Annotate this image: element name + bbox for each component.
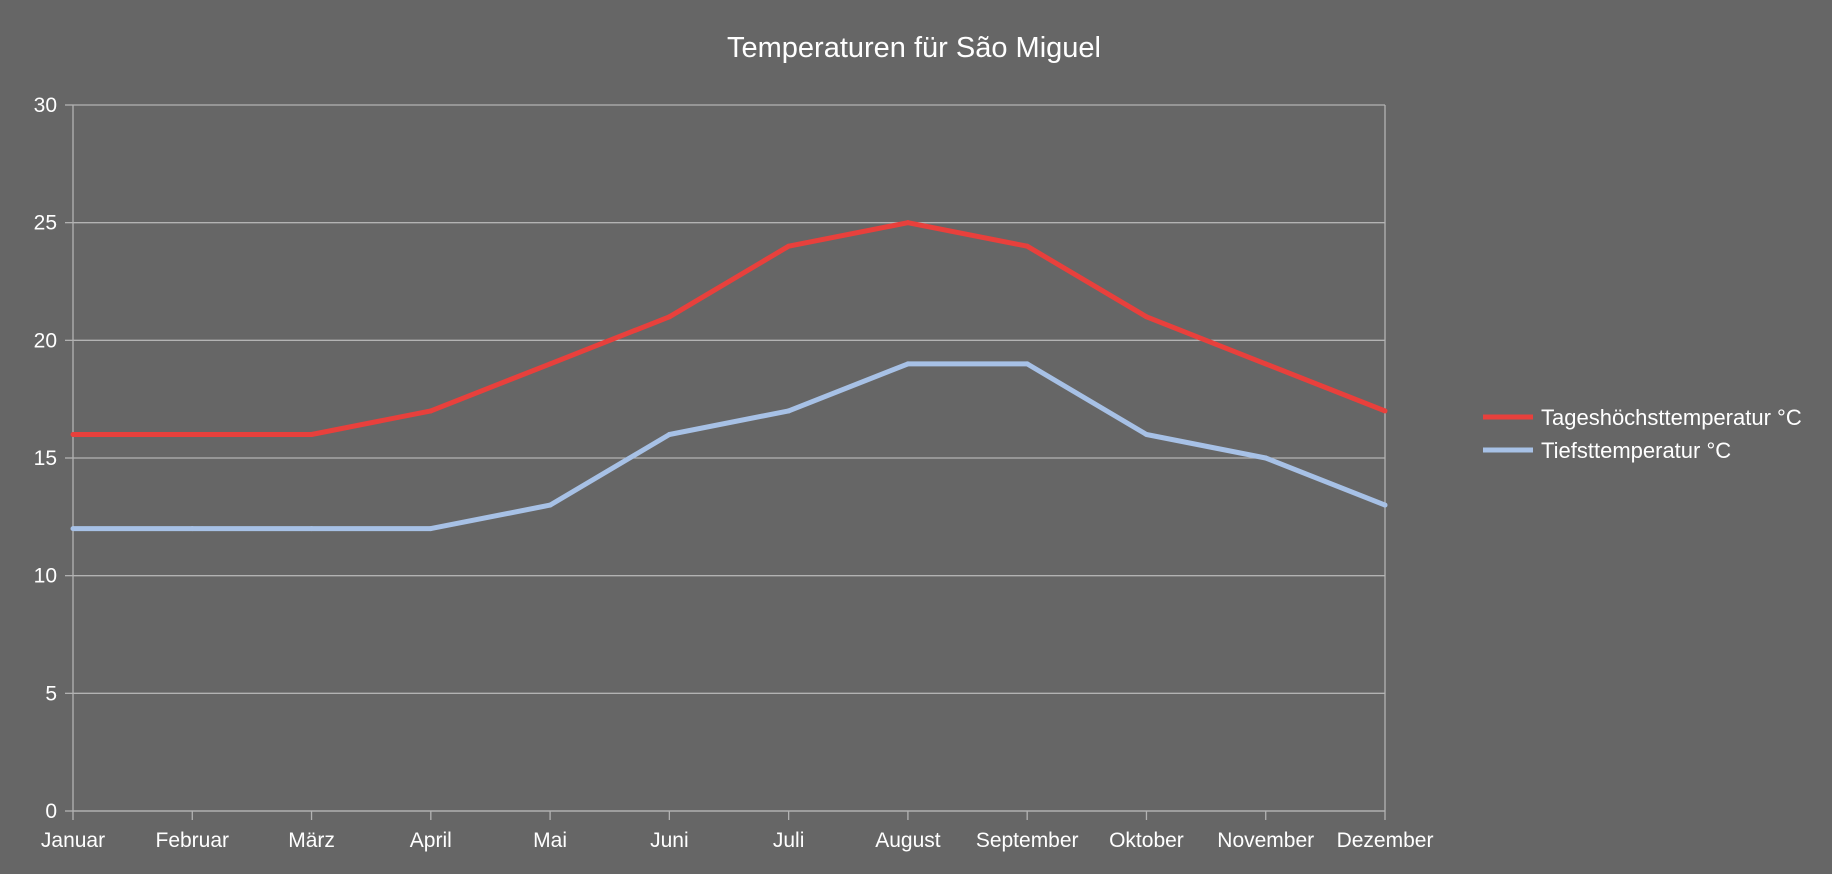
data-point bbox=[1143, 314, 1149, 320]
data-point bbox=[1143, 431, 1149, 437]
data-point bbox=[1382, 502, 1388, 508]
data-series bbox=[70, 220, 1388, 532]
x-tick-label: September bbox=[976, 829, 1079, 852]
axes: 0 5 10 15 20 25 30 Januar Februar März April Mai Jun… bbox=[34, 94, 1434, 852]
data-point bbox=[189, 526, 195, 532]
grid-lines bbox=[73, 104, 1385, 812]
data-point bbox=[547, 502, 553, 508]
data-point bbox=[1024, 361, 1030, 367]
data-point bbox=[70, 526, 76, 532]
x-tick-label: August bbox=[875, 829, 941, 852]
legend: Tageshöchsttemperatur °C Tiefsttemperatur… bbox=[1483, 405, 1802, 463]
series-line-1 bbox=[73, 220, 1386, 437]
data-point bbox=[786, 408, 792, 414]
data-point bbox=[786, 243, 792, 249]
data-point bbox=[547, 361, 553, 367]
x-tick-label: Mai bbox=[533, 829, 567, 852]
data-point bbox=[189, 431, 195, 437]
x-tick-label: Juli bbox=[773, 829, 805, 852]
x-tick-label: Juni bbox=[650, 829, 689, 852]
y-tick-label: 10 bbox=[34, 565, 57, 588]
series-line-2 bbox=[73, 361, 1386, 532]
data-point bbox=[428, 408, 434, 414]
x-tick-label: November bbox=[1217, 829, 1314, 852]
x-tick-label: Oktober bbox=[1109, 829, 1184, 852]
data-point bbox=[666, 314, 672, 320]
y-tick-label: 5 bbox=[45, 682, 57, 705]
data-point bbox=[1263, 455, 1269, 461]
data-point bbox=[905, 361, 911, 367]
x-tick-label: Dezember bbox=[1337, 829, 1434, 852]
x-tick-label: April bbox=[410, 829, 452, 852]
data-point bbox=[1024, 243, 1030, 249]
x-tick-label: Januar bbox=[41, 829, 105, 852]
data-point bbox=[1263, 361, 1269, 367]
y-tick-label: 30 bbox=[34, 94, 57, 117]
data-point bbox=[428, 526, 434, 532]
y-tick-label: 20 bbox=[34, 329, 57, 352]
y-tick-label: 0 bbox=[45, 800, 57, 823]
chart-title: Temperaturen für São Miguel bbox=[727, 32, 1101, 64]
data-point bbox=[905, 220, 911, 226]
legend-label: Tiefsttemperatur °C bbox=[1541, 438, 1731, 463]
legend-label: Tageshöchsttemperatur °C bbox=[1541, 405, 1802, 430]
x-tick-label: Februar bbox=[156, 829, 230, 852]
data-point bbox=[666, 431, 672, 437]
data-point bbox=[1382, 408, 1388, 414]
y-tick-label: 15 bbox=[34, 447, 57, 470]
data-point bbox=[70, 431, 76, 437]
data-point bbox=[309, 526, 315, 532]
x-tick-label: März bbox=[288, 829, 335, 852]
data-point bbox=[309, 431, 315, 437]
y-tick-label: 25 bbox=[34, 212, 57, 235]
